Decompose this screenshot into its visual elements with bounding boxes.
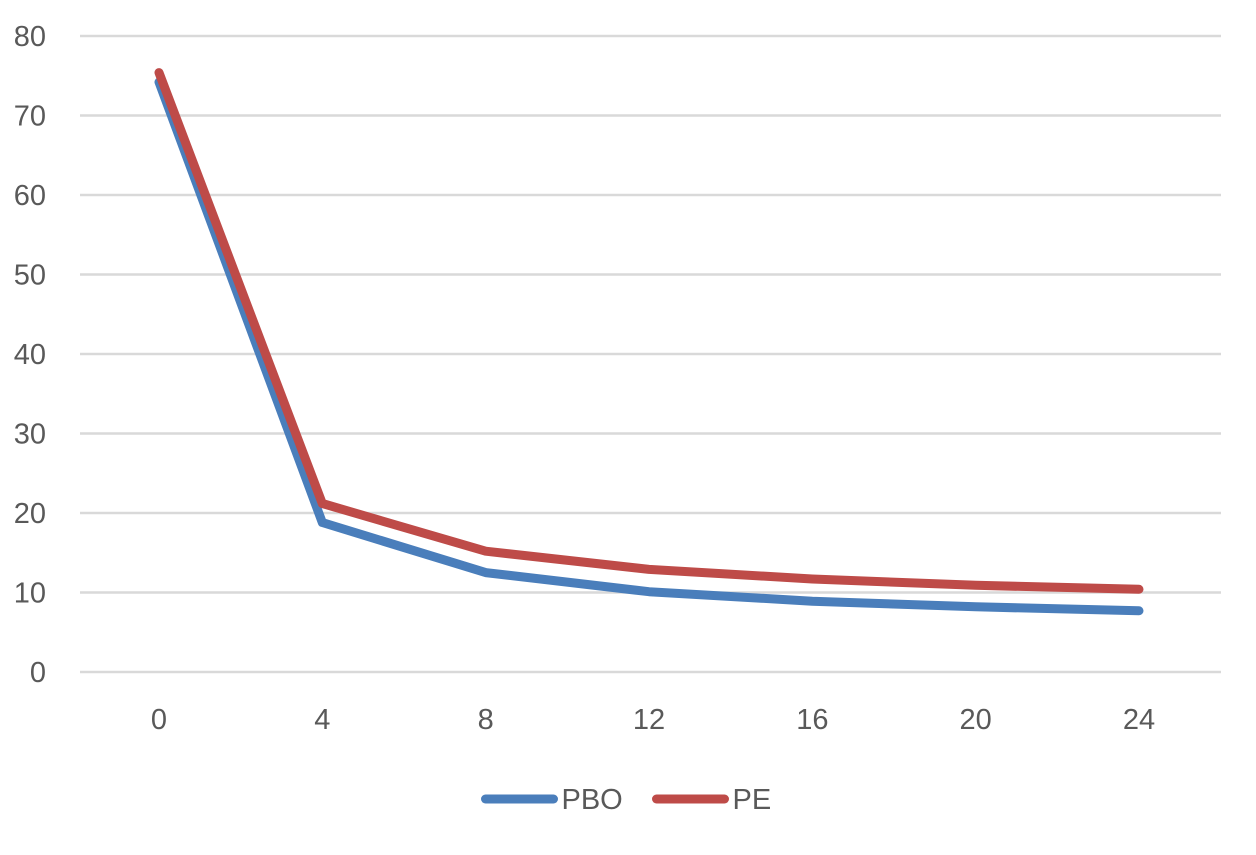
y-tick-label-0: 0 [30, 657, 46, 689]
grid-lines [80, 36, 1221, 672]
y-tick-label-70: 70 [14, 101, 46, 133]
y-tick-label-30: 30 [14, 419, 46, 451]
y-tick-label-60: 60 [14, 180, 46, 212]
x-tick-label-4: 4 [314, 704, 330, 736]
legend-item-pe: PE [657, 784, 772, 816]
series-lines [159, 72, 1139, 610]
x-tick-label-16: 16 [796, 704, 828, 736]
legend-label-pbo: PBO [562, 784, 623, 816]
y-tick-label-50: 50 [14, 260, 46, 292]
y-tick-label-10: 10 [14, 578, 46, 610]
x-tick-label-24: 24 [1123, 704, 1155, 736]
legend: PBO PE [486, 784, 772, 816]
legend-item-pbo: PBO [486, 784, 623, 816]
x-tick-label-0: 0 [151, 704, 167, 736]
x-tick-label-20: 20 [960, 704, 992, 736]
y-tick-label-80: 80 [14, 21, 46, 53]
y-tick-label-40: 40 [14, 339, 46, 371]
y-axis-tick-labels: 0 10 20 30 40 50 60 70 80 [14, 21, 46, 689]
series-line-pbo [159, 82, 1139, 611]
x-tick-label-12: 12 [633, 704, 665, 736]
legend-label-pe: PE [733, 784, 772, 816]
y-tick-label-20: 20 [14, 498, 46, 530]
x-tick-label-8: 8 [478, 704, 494, 736]
x-axis-tick-labels: 0 4 8 12 16 20 24 [151, 704, 1155, 736]
